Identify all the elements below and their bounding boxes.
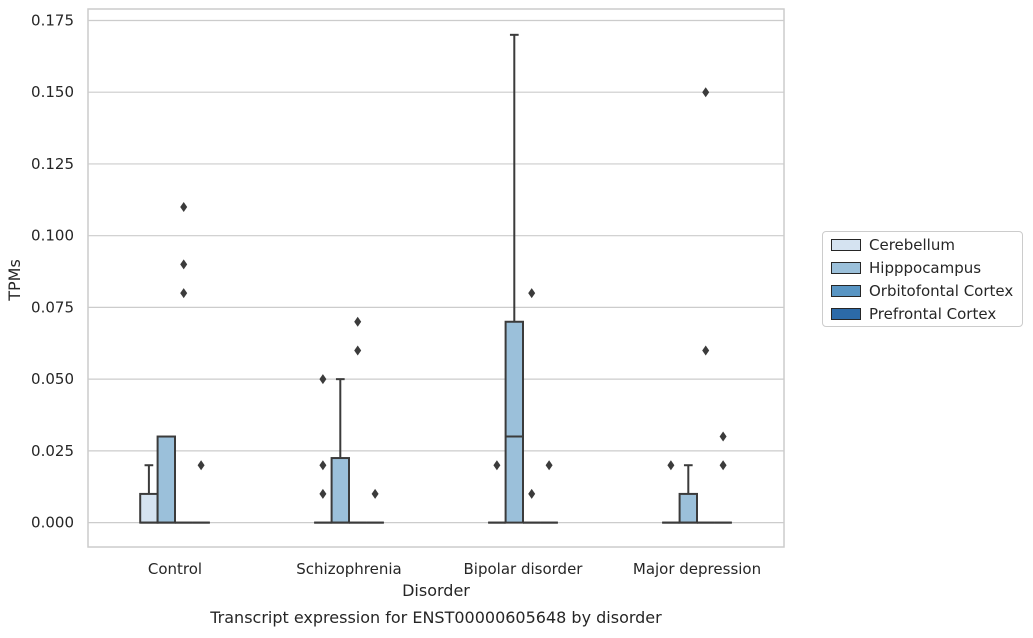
x-tick-label: Schizophrenia [296,560,401,578]
outlier-point [719,431,727,442]
box-body [678,492,698,524]
outlier-point [667,460,675,471]
axes: 0.000 0.025 0.050 0.075 0.100 0.125 0.150 0.175… [31,8,785,578]
outlier-point [545,460,553,471]
box-cerebellum-bipolar-disorder [488,460,506,524]
box-body [330,457,351,524]
outlier-point [180,288,188,299]
outlier-point [371,488,379,499]
gridlines [88,19,784,524]
box-prefrontal-cortex-control [192,460,210,524]
outlier-point [528,488,536,499]
x-axis-label: Disorder [402,581,470,600]
x-tick-label: Control [148,560,202,578]
box-cerebellum-schizophrenia [314,374,332,524]
box-orbitofontal-cortex-schizophrenia [349,316,367,524]
legend-label-orbitofrontal-cortex: Orbitofontal Cortex [869,282,1014,300]
box-cerebellum-control [139,464,159,524]
x-tick-label: Bipolar disorder [464,560,584,578]
legend-swatch-prefrontal-cortex [831,308,861,320]
box-body [139,492,159,524]
legend-label-cerebellum: Cerebellum [869,236,955,254]
box-hipppocampus-schizophrenia [330,378,351,524]
outlier-point [719,460,727,471]
box-orbitofontal-cortex-control [175,201,193,524]
legend-label-hippocampus: Hipppocampus [869,259,982,277]
y-tick-label: 0.175 [31,11,74,29]
legend-item-hippocampus: Hipppocampus [831,259,981,277]
legend-swatch-orbitofrontal-cortex [831,285,861,297]
y-tick-label: 0.075 [31,298,74,316]
legend: Cerebellum Hipppocampus Orbitofontal Cor… [822,231,1023,327]
outlier-point [702,87,710,98]
y-tick-label: 0.100 [31,227,74,245]
outlier-point [354,345,362,356]
y-tick-label: 0.050 [31,370,74,388]
x-tick-label: Major depression [633,560,761,578]
legend-swatch-cerebellum [831,239,861,251]
box-orbitofontal-cortex-bipolar-disorder [523,288,541,524]
legend-swatch-hippocampus [831,262,861,274]
outlier-point [197,460,205,471]
y-tick-label: 0.000 [31,514,74,532]
chart-title: Transcript expression for ENST0000060564… [209,608,662,627]
box-prefrontal-cortex-major-depression [714,431,732,524]
legend-label-prefrontal-cortex: Prefrontal Cortex [869,305,997,323]
outlier-point [528,288,536,299]
outlier-point [354,316,362,327]
y-tick-label: 0.025 [31,442,74,460]
box-body [504,320,525,524]
legend-item-orbitofrontal-cortex: Orbitofontal Cortex [831,282,1013,300]
outlier-point [319,488,327,499]
box-orbitofontal-cortex-major-depression [697,87,715,524]
legend-item-prefrontal-cortex: Prefrontal Cortex [831,305,996,323]
y-tick-label: 0.150 [31,83,74,101]
boxes [139,33,732,524]
y-axis-label: TPMs [5,259,24,302]
box-cerebellum-major-depression [662,460,680,524]
plot-frame [87,8,785,548]
outlier-point [180,201,188,212]
legend-item-cerebellum: Cerebellum [831,236,955,254]
y-tick-label: 0.125 [31,155,74,173]
outlier-point [319,374,327,385]
box-hipppocampus-control [156,435,177,524]
box-hipppocampus-bipolar-disorder [504,33,525,524]
box-hipppocampus-major-depression [678,464,698,524]
outlier-point [702,345,710,356]
outlier-point [180,259,188,270]
box-prefrontal-cortex-schizophrenia [366,488,384,524]
box-prefrontal-cortex-bipolar-disorder [540,460,558,524]
box-body [156,435,177,524]
outlier-point [319,460,327,471]
outlier-point [493,460,501,471]
